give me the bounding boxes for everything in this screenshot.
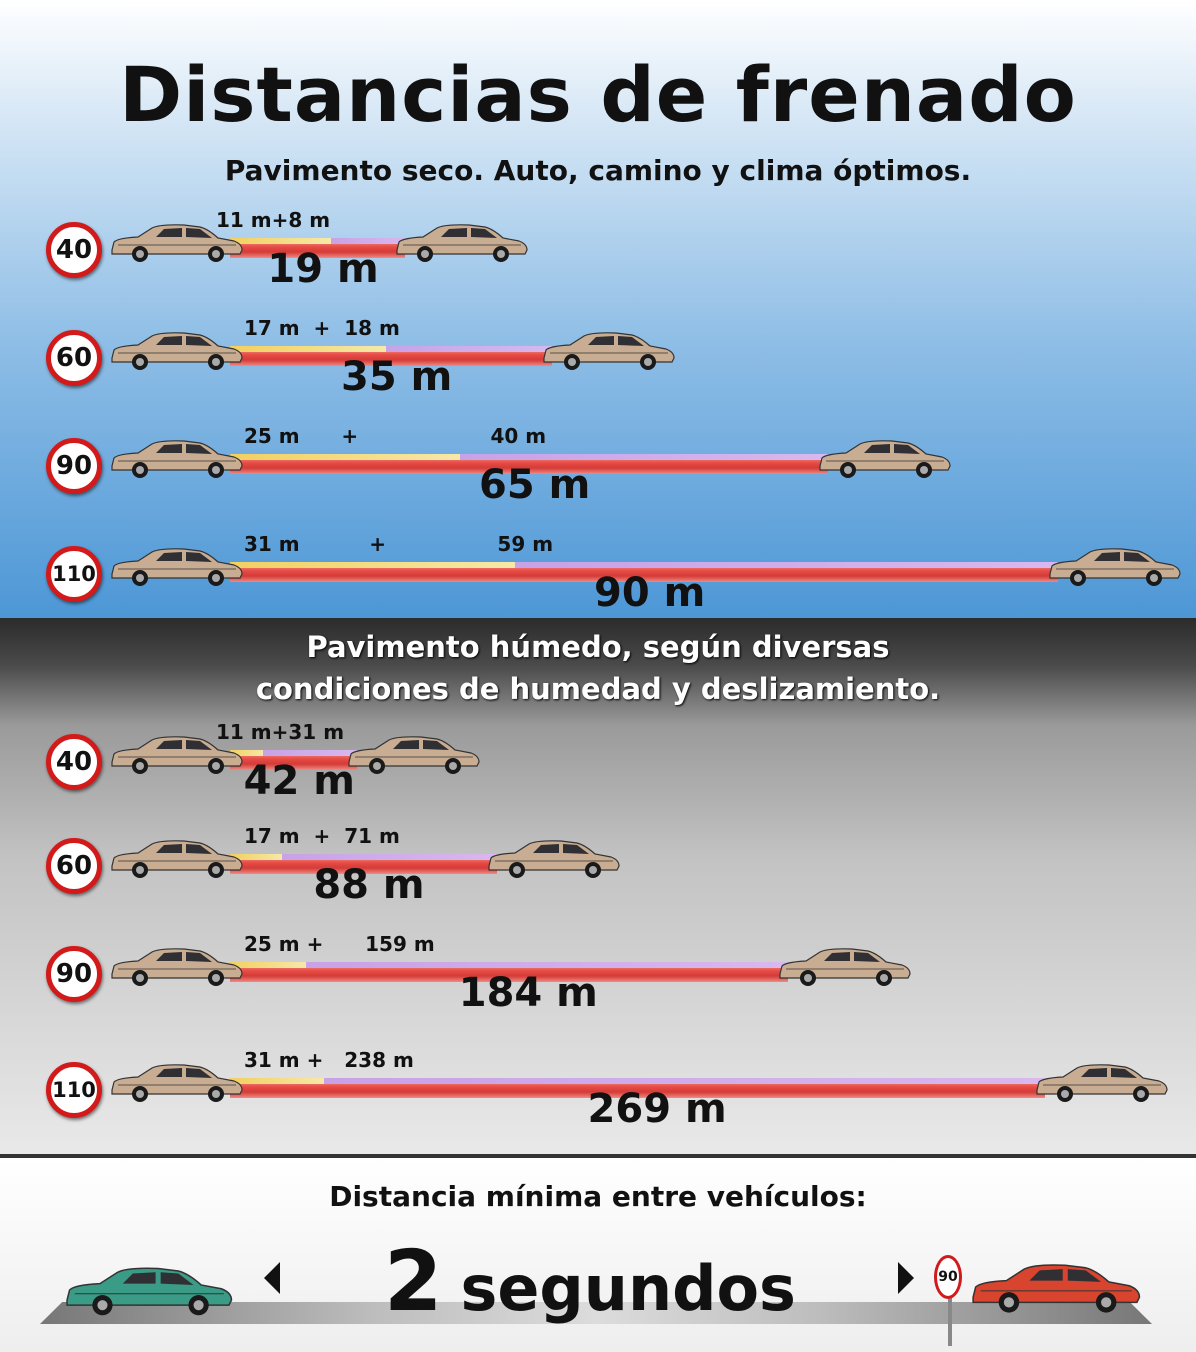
wet-row-60: 60 17 m + 71 m 88 m bbox=[0, 824, 1196, 928]
reaction-distance-bar bbox=[230, 562, 516, 568]
distance-parts-label: 11 m+31 m bbox=[216, 720, 345, 744]
reaction-distance-bar bbox=[230, 750, 264, 756]
car-start-icon bbox=[111, 332, 243, 370]
braking-distance-bar bbox=[460, 454, 828, 460]
speed-limit-sign: 60 bbox=[46, 838, 102, 894]
car-stop-icon bbox=[819, 440, 951, 478]
total-distance-label: 35 m bbox=[341, 354, 453, 400]
reaction-distance-bar bbox=[230, 854, 282, 860]
seconds-number: 2 bbox=[384, 1232, 443, 1330]
reaction-distance-bar bbox=[230, 346, 387, 352]
total-distance-label: 90 m bbox=[594, 570, 706, 616]
reaction-distance-bar bbox=[230, 238, 332, 244]
car-start-icon bbox=[111, 548, 243, 586]
distance-parts-label: 11 m+8 m bbox=[216, 208, 331, 232]
car-start-icon bbox=[111, 840, 243, 878]
car-start-icon bbox=[111, 736, 243, 774]
car-start-icon bbox=[111, 224, 243, 262]
road bbox=[40, 1302, 1152, 1324]
speed-limit-sign: 110 bbox=[46, 546, 102, 602]
dry-row-90: 90 25 m + 40 m 65 m bbox=[0, 424, 1196, 528]
wet-row-110: 110 31 m + 238 m 269 m bbox=[0, 1048, 1196, 1152]
speed-limit-sign: 60 bbox=[46, 330, 102, 386]
wet-subtitle-line-1: Pavimento húmedo, según diversas bbox=[306, 630, 890, 664]
braking-distance-bar bbox=[281, 854, 497, 860]
car-stop-icon bbox=[543, 332, 675, 370]
car-stop-icon bbox=[396, 224, 528, 262]
total-distance-label: 42 m bbox=[243, 758, 355, 804]
arrow-left-icon bbox=[264, 1262, 280, 1294]
seconds-unit: segundos bbox=[460, 1252, 796, 1325]
wet-row-40: 40 11 m+31 m 42 m bbox=[0, 720, 1196, 824]
car-stop-icon bbox=[488, 840, 620, 878]
speed-limit-sign: 110 bbox=[46, 1062, 102, 1118]
reaction-distance-bar bbox=[230, 1078, 324, 1084]
distance-parts-label: 31 m + 59 m bbox=[244, 532, 554, 556]
total-distance-label: 65 m bbox=[479, 462, 591, 508]
car-stop-icon bbox=[1036, 1064, 1168, 1102]
wet-subtitle: Pavimento húmedo, según diversas condici… bbox=[0, 626, 1196, 710]
red-car-icon bbox=[972, 1264, 1141, 1313]
dry-row-40: 40 11 m+8 m 19 m bbox=[0, 208, 1196, 312]
dry-row-60: 60 17 m + 18 m 35 m bbox=[0, 316, 1196, 420]
braking-distance-bar bbox=[263, 750, 358, 756]
page-title: Distancias de frenado bbox=[119, 50, 1077, 139]
car-stop-icon bbox=[778, 948, 911, 986]
distance-parts-label: 31 m + 238 m bbox=[244, 1048, 414, 1072]
distance-parts-label: 17 m + 18 m bbox=[244, 316, 400, 340]
car-start-icon bbox=[111, 1064, 243, 1102]
wet-row-90: 90 25 m + 159 m 184 m bbox=[0, 932, 1196, 1036]
two-seconds: 2 segundos bbox=[300, 1232, 880, 1330]
total-distance-label: 19 m bbox=[267, 246, 379, 292]
arrow-right-icon bbox=[898, 1262, 914, 1294]
braking-distance-bar bbox=[386, 346, 552, 352]
car-stop-icon bbox=[1049, 548, 1181, 586]
reaction-distance-bar bbox=[230, 454, 460, 460]
car-stop-icon bbox=[348, 736, 480, 774]
speed-limit-sign: 40 bbox=[46, 222, 102, 278]
min-distance-label: Distancia mínima entre vehículos: bbox=[329, 1180, 867, 1213]
wet-subtitle-line-2: condiciones de humedad y deslizamiento. bbox=[255, 672, 941, 706]
braking-distance-bar bbox=[323, 1078, 1046, 1084]
total-distance-label: 269 m bbox=[587, 1086, 727, 1132]
speed-limit-sign: 90 bbox=[46, 438, 102, 494]
braking-distance-bar bbox=[331, 238, 405, 244]
dry-subtitle: Pavimento seco. Auto, camino y clima ópt… bbox=[224, 154, 972, 187]
sign-post bbox=[948, 1284, 952, 1346]
distance-parts-label: 17 m + 71 m bbox=[244, 824, 400, 848]
total-distance-label: 184 m bbox=[458, 970, 598, 1016]
car-start-icon bbox=[111, 948, 243, 986]
reaction-distance-bar bbox=[230, 962, 306, 968]
green-car-icon bbox=[66, 1267, 233, 1316]
distance-parts-label: 25 m + 159 m bbox=[244, 932, 435, 956]
speed-sign-90: 90 bbox=[934, 1255, 962, 1299]
dry-pavement-panel bbox=[0, 0, 1196, 618]
distance-parts-label: 25 m + 40 m bbox=[244, 424, 547, 448]
speed-limit-sign: 40 bbox=[46, 734, 102, 790]
car-start-icon bbox=[111, 440, 243, 478]
speed-limit-sign: 90 bbox=[46, 946, 102, 1002]
total-distance-label: 88 m bbox=[313, 862, 425, 908]
dry-row-110: 110 31 m + 59 m 90 m bbox=[0, 532, 1196, 636]
braking-distance-bar bbox=[305, 962, 788, 968]
braking-distance-bar bbox=[515, 562, 1058, 568]
